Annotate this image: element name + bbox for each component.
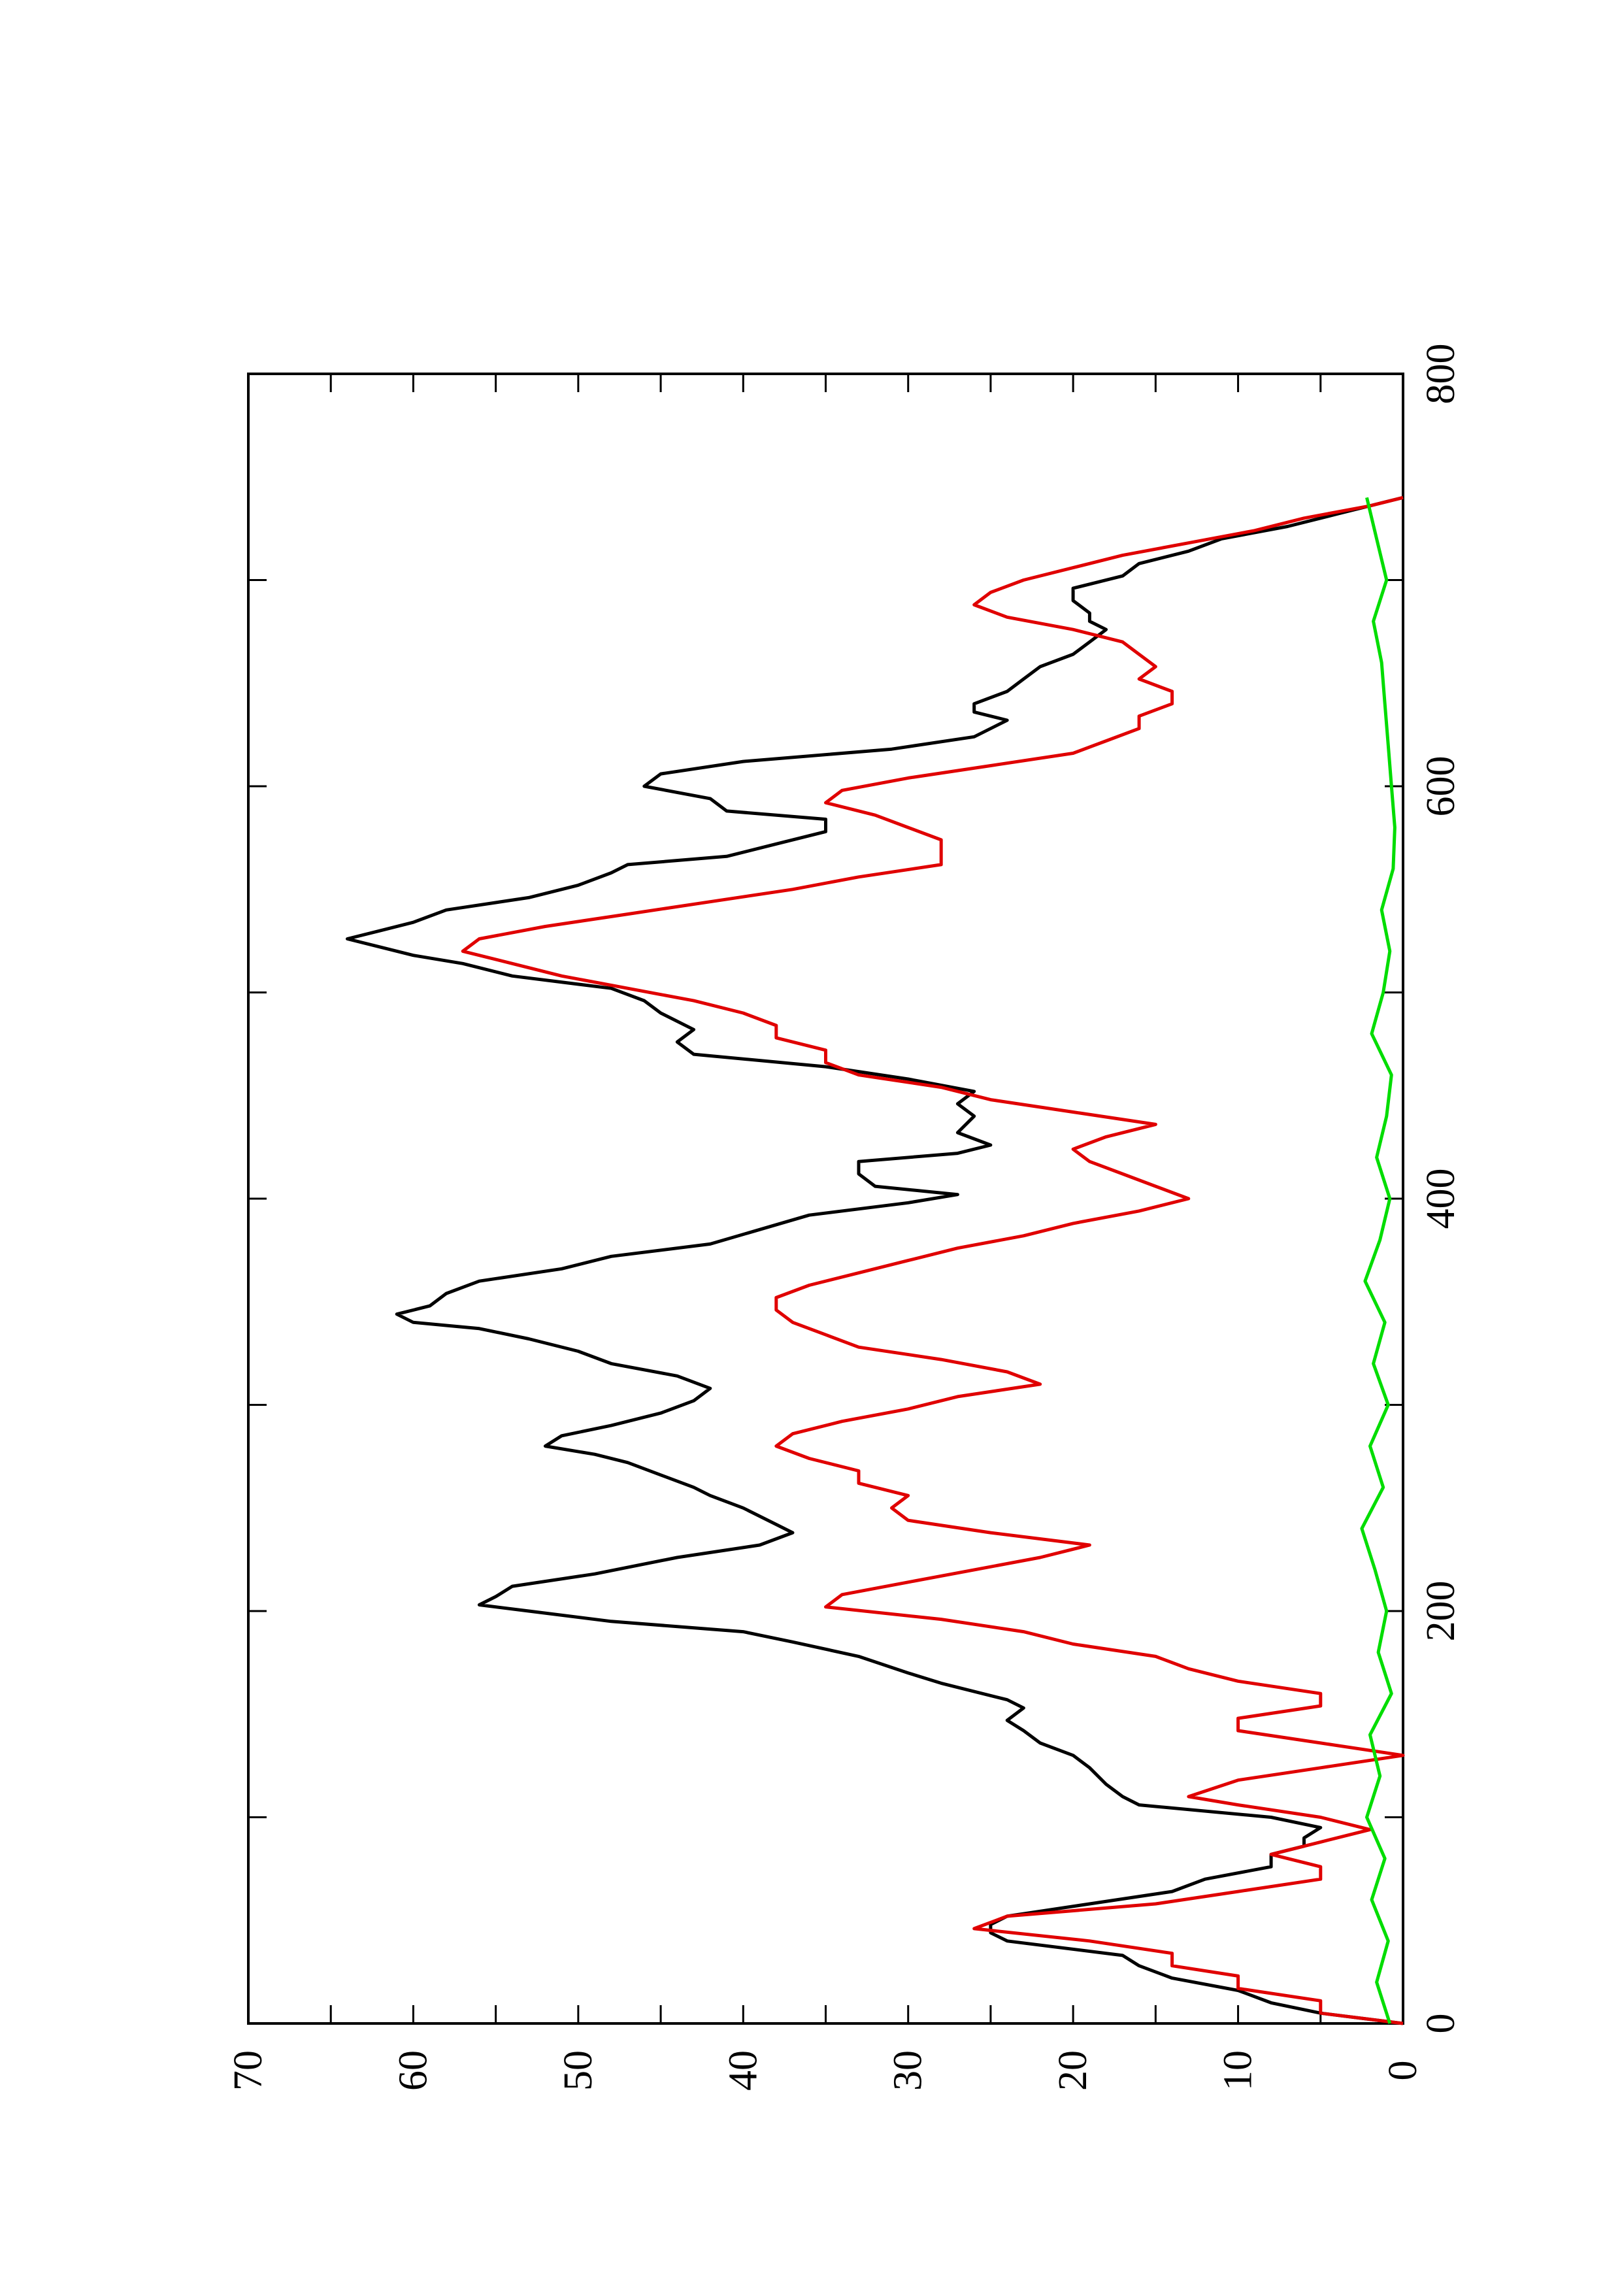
plot-frame [247,373,1404,2025]
y-tick-label: 0 [1381,2061,1425,2081]
axis-ticks [247,373,1404,2025]
y-tick-label: 70 [226,2050,271,2091]
y-tick-label: 60 [391,2050,435,2091]
tick-labels: 0 200 400 600 800 0 10 20 30 40 50 60 70 [226,344,1463,2091]
x-tick-label: 600 [1419,756,1463,817]
y-tick-label: 20 [1051,2050,1095,2091]
x-tick-label: 0 [1419,2014,1463,2034]
series-green-line [1360,497,1397,2024]
y-tick-label: 30 [886,2050,931,2091]
series-black-line [346,495,1404,2025]
y-tick-label: 50 [556,2050,601,2091]
y-tick-label: 40 [721,2050,765,2091]
x-tick-label: 200 [1419,1581,1463,1642]
series-red-line [461,495,1405,2025]
y-tick-label: 10 [1216,2050,1261,2091]
x-tick-label: 400 [1419,1169,1463,1229]
x-tick-label: 800 [1419,344,1463,405]
series-layer [346,495,1405,2025]
